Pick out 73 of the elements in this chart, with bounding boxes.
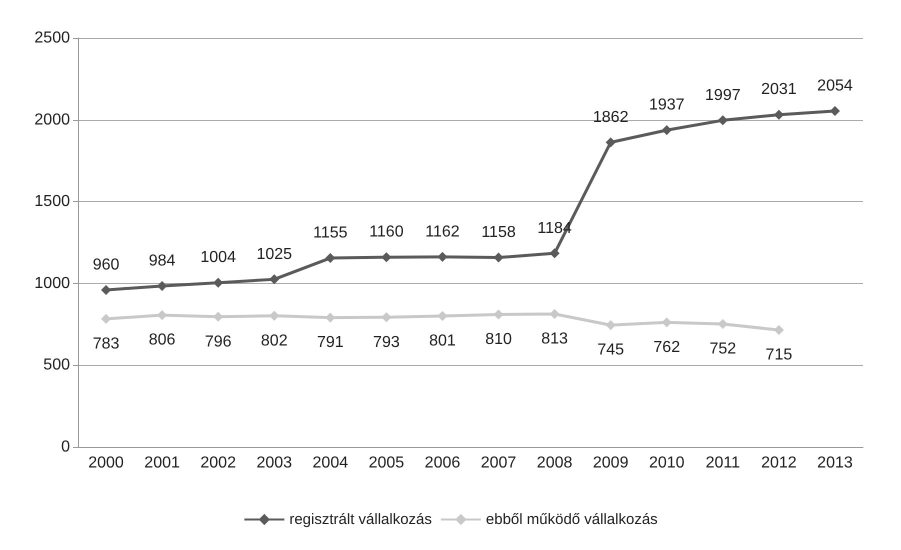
x-tick-label: 2010 (648, 454, 685, 472)
point (494, 252, 504, 263)
x-tick-label: 2003 (256, 454, 292, 472)
data-label: 1162 (425, 223, 460, 240)
y-tick-label: 2500 (34, 30, 70, 46)
point (606, 320, 616, 330)
data-label: 1862 (592, 108, 629, 126)
data-label: 1937 (648, 96, 685, 114)
point (662, 317, 672, 328)
data-label: 1155 (313, 224, 348, 242)
x-tick-label: 2000 (88, 454, 124, 472)
point (774, 110, 784, 120)
data-label: 2031 (761, 81, 797, 98)
y-tick-label: 2000 (34, 111, 70, 128)
point (718, 115, 728, 126)
point (325, 253, 336, 264)
x-tick-label: 2013 (817, 454, 853, 472)
point (157, 281, 168, 292)
x-tick-label: 2001 (144, 454, 180, 472)
point (550, 248, 560, 258)
point (269, 310, 280, 321)
point (381, 312, 392, 322)
data-label: 752 (709, 340, 736, 358)
y-tick-label: 1000 (34, 274, 70, 292)
point (157, 310, 168, 320)
point (830, 106, 840, 116)
point (774, 325, 784, 336)
data-label: 715 (766, 346, 792, 364)
point (101, 314, 112, 324)
data-label: 745 (597, 342, 624, 359)
point (606, 137, 616, 148)
point (550, 308, 560, 319)
data-label: 783 (92, 335, 120, 352)
data-label: 960 (92, 256, 120, 274)
data-label: 810 (485, 330, 512, 348)
x-tick-label: 2008 (536, 454, 573, 472)
data-label: 1997 (705, 86, 741, 104)
data-label: 791 (316, 334, 344, 352)
data-label: 802 (260, 332, 288, 350)
point (269, 274, 280, 284)
point (718, 318, 728, 329)
point (381, 252, 392, 262)
x-tick-label: 2004 (312, 454, 348, 472)
data-label: 1004 (200, 249, 236, 266)
x-tick-label: 2002 (200, 454, 236, 472)
point (101, 284, 112, 295)
point (437, 252, 448, 262)
data-label: 801 (429, 332, 456, 350)
data-label: 793 (373, 334, 400, 351)
legend-label: regisztrált vállalkozás (289, 511, 432, 528)
point (325, 312, 336, 323)
data-label: 984 (148, 252, 176, 270)
data-label: 796 (204, 333, 232, 350)
x-tick-label: 2009 (592, 454, 629, 472)
data-label: 1158 (481, 224, 516, 242)
point (662, 125, 672, 136)
data-label: 806 (148, 332, 176, 349)
x-tick-label: 2012 (761, 454, 797, 472)
x-tick-label: 2011 (706, 454, 740, 472)
y-tick-label: 500 (43, 356, 70, 374)
data-label: 813 (541, 330, 568, 348)
point (213, 312, 224, 322)
point (213, 278, 224, 288)
y-tick-label: 1500 (34, 193, 70, 210)
legend-label: ebből működő vállalkozás (486, 511, 658, 528)
y-tick-label: 0 (61, 438, 70, 456)
x-tick-label: 2006 (424, 454, 460, 472)
data-label: 1160 (369, 224, 404, 241)
data-label: 1025 (256, 246, 292, 263)
data-label: 762 (653, 338, 680, 356)
x-tick-label: 2005 (368, 454, 404, 472)
x-tick-label: 2007 (480, 454, 516, 472)
data-label: 2054 (817, 77, 853, 94)
